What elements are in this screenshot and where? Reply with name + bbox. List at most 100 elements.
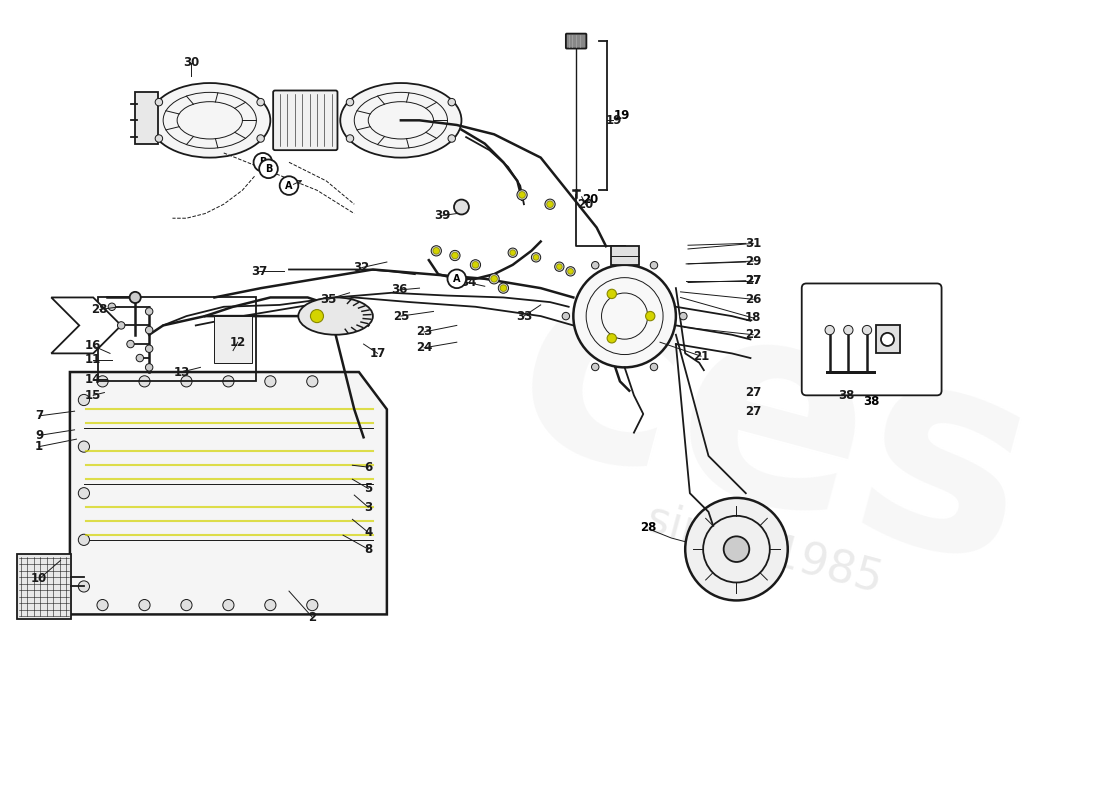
- Circle shape: [862, 326, 871, 334]
- FancyBboxPatch shape: [565, 34, 586, 49]
- Text: 13: 13: [174, 366, 190, 378]
- Text: 5: 5: [364, 482, 373, 495]
- Bar: [16, 554, 70, 619]
- Circle shape: [346, 134, 354, 142]
- Text: 37: 37: [251, 265, 267, 278]
- Bar: [214, 316, 252, 362]
- Circle shape: [307, 599, 318, 610]
- Bar: [610, 246, 639, 265]
- Circle shape: [685, 498, 788, 601]
- Circle shape: [118, 322, 125, 329]
- Circle shape: [223, 599, 234, 610]
- Circle shape: [592, 262, 600, 269]
- Circle shape: [508, 248, 517, 258]
- Bar: [135, 92, 158, 144]
- Text: B: B: [260, 158, 266, 167]
- Text: 36: 36: [390, 283, 407, 297]
- Circle shape: [260, 159, 278, 178]
- Circle shape: [531, 253, 541, 262]
- Text: 21: 21: [693, 350, 710, 362]
- Text: 3: 3: [364, 501, 372, 514]
- Circle shape: [557, 264, 562, 270]
- Text: 11: 11: [85, 354, 101, 366]
- Text: 2: 2: [308, 610, 317, 624]
- Text: 28: 28: [640, 522, 656, 534]
- Circle shape: [554, 262, 564, 271]
- Circle shape: [78, 488, 89, 499]
- Text: 35: 35: [320, 293, 337, 306]
- Circle shape: [78, 441, 89, 452]
- Circle shape: [108, 303, 115, 310]
- Circle shape: [223, 376, 234, 387]
- Circle shape: [448, 98, 455, 106]
- Text: 29: 29: [745, 254, 761, 267]
- Circle shape: [650, 262, 658, 269]
- Text: 19: 19: [605, 114, 621, 127]
- Circle shape: [500, 285, 507, 291]
- Circle shape: [254, 153, 272, 171]
- Text: ces: ces: [488, 230, 1059, 626]
- Circle shape: [155, 134, 163, 142]
- Circle shape: [78, 534, 89, 546]
- Ellipse shape: [150, 83, 271, 158]
- Text: 7: 7: [35, 410, 43, 422]
- Text: 38: 38: [864, 395, 880, 408]
- Text: 17: 17: [370, 347, 386, 360]
- Circle shape: [257, 134, 264, 142]
- Text: 20: 20: [582, 193, 598, 206]
- Circle shape: [452, 252, 459, 258]
- Circle shape: [97, 376, 108, 387]
- Text: 33: 33: [516, 310, 532, 322]
- Circle shape: [519, 192, 526, 198]
- Text: 39: 39: [434, 209, 451, 222]
- Text: 20: 20: [578, 198, 594, 210]
- Circle shape: [510, 250, 516, 255]
- Text: 15: 15: [85, 389, 101, 402]
- Circle shape: [145, 364, 153, 371]
- Text: 4: 4: [364, 526, 373, 539]
- Text: 28: 28: [91, 303, 108, 316]
- Circle shape: [565, 266, 575, 276]
- Circle shape: [534, 254, 539, 260]
- Circle shape: [471, 260, 481, 270]
- Circle shape: [139, 599, 150, 610]
- FancyBboxPatch shape: [273, 90, 338, 150]
- Circle shape: [490, 274, 499, 284]
- Text: 16: 16: [85, 339, 101, 353]
- Circle shape: [265, 376, 276, 387]
- Circle shape: [825, 326, 835, 334]
- Circle shape: [310, 310, 323, 322]
- Text: 18: 18: [745, 311, 761, 325]
- Text: 26: 26: [745, 293, 761, 306]
- Circle shape: [346, 98, 354, 106]
- Circle shape: [130, 292, 141, 303]
- Circle shape: [145, 345, 153, 353]
- Circle shape: [472, 262, 478, 268]
- Ellipse shape: [298, 298, 373, 334]
- Circle shape: [136, 354, 144, 362]
- Text: 27: 27: [745, 405, 761, 418]
- Text: 34: 34: [460, 276, 476, 289]
- Circle shape: [78, 581, 89, 592]
- Circle shape: [562, 312, 570, 320]
- Circle shape: [145, 326, 153, 334]
- Text: 12: 12: [230, 336, 245, 349]
- Text: 38: 38: [838, 389, 855, 402]
- Text: A: A: [453, 274, 461, 284]
- Circle shape: [180, 599, 192, 610]
- Circle shape: [517, 190, 527, 200]
- Circle shape: [431, 246, 441, 256]
- Circle shape: [592, 363, 600, 370]
- Polygon shape: [70, 372, 387, 614]
- Circle shape: [491, 275, 497, 282]
- Text: 32: 32: [353, 261, 370, 274]
- Circle shape: [433, 247, 440, 254]
- Circle shape: [97, 599, 108, 610]
- Circle shape: [126, 340, 134, 348]
- Text: 27: 27: [745, 386, 761, 399]
- Circle shape: [155, 98, 163, 106]
- Text: 27: 27: [745, 274, 761, 287]
- Ellipse shape: [340, 83, 462, 158]
- Circle shape: [265, 599, 276, 610]
- Circle shape: [450, 250, 460, 261]
